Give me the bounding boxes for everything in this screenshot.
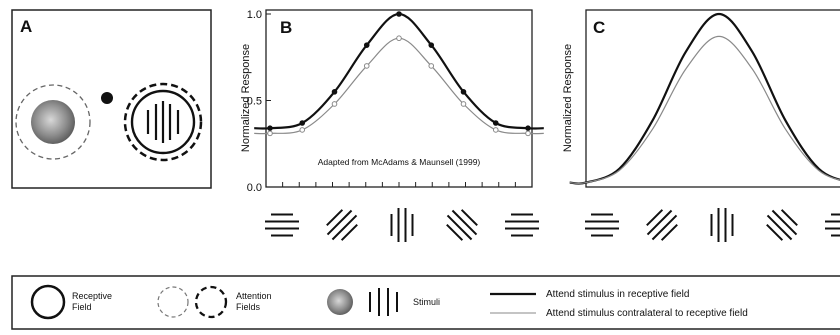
attention-field-right — [123, 82, 203, 162]
data-point — [299, 120, 306, 126]
y-tick-label: 1.0 — [247, 9, 262, 21]
orientation-stimulus — [766, 209, 798, 241]
legend-stimuli-label: Stimuli — [413, 297, 440, 307]
data-point — [492, 127, 499, 133]
y-tick-label: 0.5 — [247, 96, 262, 108]
legend-receptive-field-icon — [30, 284, 66, 320]
orientation-stimulus — [710, 208, 734, 242]
panel-b-letter: B — [280, 18, 292, 37]
panel-b: B Normalized Response 0.0 0.5 1.0 Adapted … — [240, 9, 544, 194]
panel-b-annotation: Adapted from McAdams & Maunsell (1999) — [318, 157, 481, 167]
panel-c: C Normalized Response — [562, 9, 840, 188]
receptive-field — [130, 89, 196, 155]
legend-stimulus-grating-icon — [369, 288, 398, 316]
legend-line-attend-in-label: Attend stimulus in receptive field — [546, 289, 689, 300]
data-point — [525, 130, 531, 137]
legend-attention-field-strong-icon — [194, 285, 228, 319]
legend-receptive-field-label-2: Field — [72, 302, 92, 312]
orientation-stimulus — [326, 209, 358, 241]
panel-b-y-axis: 0.0 0.5 1.0 — [247, 9, 271, 194]
orientation-stimulus — [646, 209, 678, 241]
data-point — [460, 89, 467, 95]
panel-c-ylabel: Normalized Response — [562, 44, 574, 152]
legend-attention-fields-label-1: Attention — [236, 291, 272, 301]
stimulus-grating-in-rf — [146, 101, 180, 143]
legend-stimulus-patch-icon — [327, 289, 353, 315]
data-point — [331, 89, 338, 95]
panel-b-plot — [254, 11, 544, 137]
stimulus-patch-left — [31, 100, 75, 144]
legend-frame — [11, 275, 840, 330]
data-point — [299, 127, 306, 133]
orientation-stimulus — [585, 213, 619, 237]
orientation-row-c — [585, 208, 840, 242]
panel-c-letter: C — [593, 18, 605, 37]
data-point — [396, 35, 402, 42]
series-line-attend-contra — [569, 35, 840, 185]
legend-attention-field-weak-icon — [157, 286, 189, 318]
orientation-stimulus — [446, 209, 478, 241]
orientation-stimulus — [265, 213, 299, 237]
data-point — [363, 63, 370, 69]
panel-c-plot — [569, 12, 840, 185]
legend-receptive-field-label-1: Receptive — [72, 291, 112, 301]
data-point — [267, 125, 273, 131]
fixation-point — [101, 92, 113, 104]
series-line-attend-contra — [254, 37, 544, 135]
series-line-attend-in — [569, 12, 840, 185]
data-point — [492, 120, 499, 126]
orientation-row-b — [265, 208, 539, 242]
y-tick-label: 0.0 — [247, 182, 262, 194]
legend-attention-fields-label-2: Fields — [236, 302, 261, 312]
panel-b-ylabel: Normalized Response — [240, 44, 252, 152]
panel-a-letter: A — [20, 17, 32, 36]
data-point — [267, 130, 273, 137]
data-point — [396, 11, 402, 17]
data-point — [363, 42, 370, 48]
orientation-stimulus — [825, 213, 840, 237]
panel-b-x-axis — [265, 182, 533, 187]
data-point — [460, 101, 467, 107]
orientation-stimulus — [390, 208, 414, 242]
data-point — [428, 42, 435, 48]
panel-a: A — [11, 9, 212, 189]
data-point — [525, 125, 531, 131]
panel-c-frame — [585, 9, 840, 188]
data-point — [428, 63, 435, 69]
data-point — [331, 101, 338, 107]
legend: Receptive Field Attention Fields Stimuli… — [11, 275, 840, 330]
orientation-stimulus — [505, 213, 539, 237]
attention-field-left — [15, 84, 91, 160]
legend-line-attend-contra-label: Attend stimulus contralateral to recepti… — [546, 308, 748, 319]
series-line-attend-in — [254, 12, 544, 130]
